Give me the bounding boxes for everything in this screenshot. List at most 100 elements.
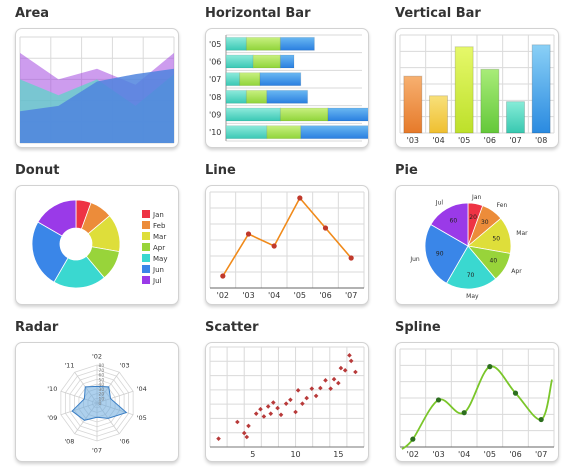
gallery-item-line[interactable]: Line '02 '03 '04 '05 '06 '07 bbox=[205, 163, 395, 319]
radar-tick: 0 bbox=[99, 401, 102, 407]
bar bbox=[225, 107, 281, 122]
gallery-title-line: Line bbox=[205, 163, 236, 178]
donut-chart: Jan Feb Mar Apr May Jun Jul bbox=[31, 199, 167, 289]
slice-label: Fen bbox=[497, 202, 508, 209]
data-point bbox=[538, 416, 544, 423]
legend-swatch bbox=[142, 265, 150, 273]
data-point bbox=[461, 410, 467, 416]
data-point bbox=[353, 369, 358, 375]
data-point bbox=[318, 385, 323, 391]
data-point bbox=[220, 273, 226, 279]
bar bbox=[266, 89, 309, 104]
gallery-title-spline: Spline bbox=[395, 320, 441, 335]
tick-label: '06 bbox=[319, 291, 331, 300]
data-point bbox=[241, 430, 247, 436]
radar-tick: 80 bbox=[99, 363, 105, 369]
thumb-card-spline[interactable]: '02 '03 '04 '05 '06 '07 bbox=[395, 342, 559, 462]
data-point bbox=[313, 393, 319, 399]
thumb-card-area[interactable] bbox=[15, 28, 179, 148]
bar bbox=[403, 75, 423, 134]
axis-label: '10 bbox=[47, 385, 57, 393]
legend-label: Apr bbox=[153, 244, 165, 252]
bar bbox=[506, 101, 525, 134]
data-point bbox=[300, 401, 305, 406]
axis-label: '08 bbox=[64, 438, 74, 446]
data-point bbox=[487, 364, 493, 370]
tick-label: '08 bbox=[535, 136, 547, 145]
data-point bbox=[348, 255, 354, 261]
radar-chart: '02 '03 '04 '05 '06 '07 '08 '09 '10 '11 0102030405… bbox=[47, 353, 146, 455]
legend-swatch bbox=[142, 276, 150, 284]
legend-swatch bbox=[142, 254, 150, 262]
thumb-card-radar[interactable]: '02 '03 '04 '05 '06 '07 '08 '09 '10 '11 0 10 20 30 40 5… bbox=[15, 342, 179, 462]
thumb-card-donut[interactable]: Jan Feb Mar Apr May Jun Jul bbox=[15, 185, 179, 305]
slice-label: Jun bbox=[409, 256, 420, 263]
data-point bbox=[245, 231, 252, 237]
bar bbox=[266, 125, 302, 140]
slice-value: 60 bbox=[450, 218, 458, 225]
thumb-card-pie[interactable]: 20 Jan 30 Fen 50 Mar 40 Apr 70 May 90 Jun 60 Jul bbox=[395, 185, 559, 305]
gallery-title-scatter: Scatter bbox=[205, 320, 259, 335]
data-point bbox=[265, 404, 271, 409]
data-point bbox=[304, 395, 309, 401]
data-point bbox=[342, 368, 348, 373]
bar bbox=[327, 107, 368, 122]
data-point bbox=[216, 436, 221, 441]
radar-tick: 30 bbox=[99, 387, 105, 393]
data-point bbox=[288, 397, 293, 403]
data-point bbox=[347, 353, 352, 358]
slice-label: Jul bbox=[435, 200, 444, 207]
thumb-card-horizontal-bar[interactable]: '05 '06 '07 '08 '09 '10 bbox=[205, 28, 369, 148]
legend-swatch bbox=[142, 232, 150, 240]
radar-tick: 40 bbox=[99, 382, 105, 388]
gallery-title-area: Area bbox=[15, 6, 50, 21]
gallery-item-donut[interactable]: Donut Jan Feb Mar Apr May Jun Jul bbox=[15, 163, 205, 319]
tick-label: '07 bbox=[345, 291, 357, 300]
bar bbox=[245, 89, 268, 104]
gallery-item-pie[interactable]: Pie 20 Jan 30 Fen 50 Mar 40 Apr 70 May 90 Jun 60 Jul bbox=[395, 163, 580, 319]
slice-value: 50 bbox=[492, 235, 500, 242]
legend-label: Jul bbox=[152, 277, 162, 285]
bar bbox=[454, 46, 474, 134]
data-point bbox=[338, 365, 344, 371]
gallery-item-radar[interactable]: Radar '02 '03 '04 '05 '06 '07 '08 '09 '10 '11 0 10 2… bbox=[15, 320, 205, 476]
data-point bbox=[295, 388, 301, 393]
pie-chart: 20 Jan 30 Fen 50 Mar 40 Apr 70 May 90 Jun 60 Jul bbox=[409, 194, 528, 300]
tick-label: '05 bbox=[484, 450, 496, 459]
bar bbox=[279, 36, 315, 51]
gallery-item-vertical-bar[interactable]: Vertical Bar '03 '04 '05 '06 '07 '08 bbox=[395, 6, 580, 162]
tick-label: 5 bbox=[250, 450, 255, 459]
gallery-item-scatter[interactable]: Scatter 5 10 15 bbox=[205, 320, 395, 476]
radar-tick: 70 bbox=[99, 368, 105, 374]
axis-label: '02 bbox=[92, 353, 102, 361]
bar bbox=[429, 95, 448, 134]
gallery-title-horizontal-bar: Horizontal Bar bbox=[205, 6, 311, 21]
thumb-card-vertical-bar[interactable]: '03 '04 '05 '06 '07 '08 bbox=[395, 28, 559, 148]
tick-label: '02 bbox=[217, 291, 229, 300]
bar bbox=[279, 54, 295, 69]
axis-label: '09 bbox=[47, 414, 57, 422]
tick-label: '04 bbox=[268, 291, 280, 300]
tick-label: '05 bbox=[209, 40, 221, 49]
tick-label: 15 bbox=[333, 450, 343, 459]
slice-value: 40 bbox=[490, 258, 498, 265]
slice-value: 30 bbox=[481, 219, 489, 226]
gallery-item-spline[interactable]: Spline '02 '03 '04 '05 '06 '07 bbox=[395, 320, 580, 476]
bar bbox=[225, 36, 247, 51]
thumb-card-scatter[interactable]: 5 10 15 bbox=[205, 342, 369, 462]
legend-label: Mar bbox=[153, 233, 166, 241]
axis-label: '11 bbox=[64, 361, 74, 369]
data-point bbox=[278, 412, 284, 418]
thumb-card-line[interactable]: '02 '03 '04 '05 '06 '07 bbox=[205, 185, 369, 305]
data-point bbox=[258, 406, 263, 412]
gallery-title-donut: Donut bbox=[15, 163, 60, 178]
gallery-item-area[interactable]: Area bbox=[15, 6, 205, 162]
gallery-item-horizontal-bar[interactable]: Horizontal Bar '05 '06 '07 '08 '09 '10 bbox=[205, 6, 395, 162]
tick-label: '07 bbox=[209, 75, 221, 84]
bar bbox=[239, 72, 261, 87]
vertical-bar-chart: '03 '04 '05 '06 '07 '08 bbox=[399, 34, 555, 145]
tick-label: '03 bbox=[242, 291, 254, 300]
legend-label: Jun bbox=[152, 266, 164, 274]
line-series bbox=[222, 196, 352, 277]
